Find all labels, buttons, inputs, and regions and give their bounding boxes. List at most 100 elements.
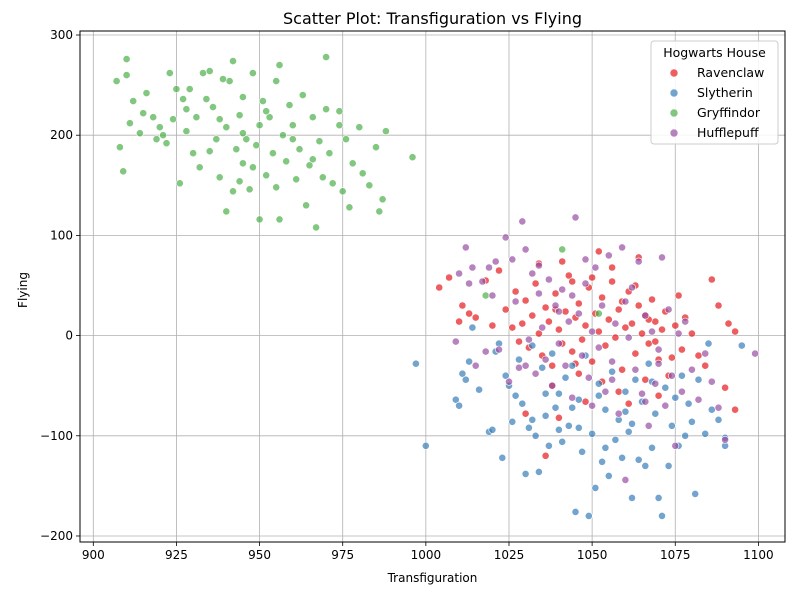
point-slytherin [701, 429, 710, 438]
point-hufflepuff [634, 257, 643, 266]
point-gryffindor [322, 105, 330, 114]
point-slytherin [691, 489, 700, 498]
point-hufflepuff [608, 375, 616, 384]
point-hufflepuff [601, 387, 610, 396]
legend-label: Gryffindor [697, 105, 761, 120]
point-gryffindor [258, 97, 267, 105]
point-slytherin [628, 493, 636, 502]
point-slytherin [508, 417, 517, 426]
point-gryffindor [242, 135, 251, 144]
legend: Hogwarts House Ravenclaw Slytherin Gryffin… [650, 40, 779, 145]
point-gryffindor [312, 223, 320, 232]
point-hufflepuff [638, 389, 646, 398]
point-slytherin [664, 461, 673, 470]
point-hufflepuff [568, 291, 577, 300]
point-hufflepuff [505, 377, 513, 386]
point-ravenclaw [535, 329, 543, 338]
point-hufflepuff [578, 351, 586, 360]
point-hufflepuff [598, 301, 606, 310]
point-hufflepuff [621, 475, 630, 484]
point-gryffindor [189, 149, 197, 158]
point-ravenclaw [651, 317, 660, 326]
point-slytherin [621, 387, 630, 396]
point-gryffindor [122, 55, 131, 63]
legend-marker [669, 128, 679, 138]
point-ravenclaw [731, 405, 739, 414]
chart-title: Scatter Plot: Transfiguration vs Flying [283, 9, 582, 28]
point-hufflepuff [658, 253, 666, 262]
point-ravenclaw [707, 275, 716, 284]
point-slytherin [671, 393, 680, 402]
point-gryffindor [219, 75, 227, 83]
point-gryffindor [129, 97, 138, 105]
point-gryffindor [302, 201, 310, 210]
point-gryffindor [215, 173, 224, 182]
point-ravenclaw [604, 315, 613, 324]
point-ravenclaw [628, 319, 636, 328]
point-slytherin [624, 427, 633, 436]
point-ravenclaw [531, 279, 540, 288]
point-slytherin [601, 405, 610, 414]
point-ravenclaw [678, 345, 686, 354]
point-gryffindor [195, 163, 204, 172]
point-slytherin [411, 359, 420, 368]
x-axis-label: Transfiguration [387, 571, 478, 585]
point-hufflepuff [471, 361, 480, 370]
point-hufflepuff [644, 421, 653, 430]
point-hufflepuff [668, 371, 676, 380]
legend-marker [669, 88, 679, 98]
point-gryffindor [112, 77, 121, 85]
y-tick-label: 100 [50, 228, 73, 242]
point-slytherin [465, 357, 473, 366]
point-hufflepuff [541, 355, 550, 364]
point-hufflepuff [581, 255, 590, 264]
point-gryffindor [229, 57, 237, 65]
point-gryffindor [272, 183, 281, 192]
point-gryffindor [594, 309, 603, 318]
point-ravenclaw [568, 277, 577, 286]
point-slytherin [684, 399, 693, 408]
point-ravenclaw [608, 263, 616, 272]
point-hufflepuff [678, 387, 686, 396]
point-gryffindor [182, 127, 191, 136]
point-hufflepuff [538, 323, 547, 332]
point-ravenclaw [501, 305, 510, 314]
point-hufflepuff [654, 345, 663, 354]
point-ravenclaw [471, 313, 480, 322]
point-gryffindor [215, 115, 224, 124]
point-gryffindor [119, 167, 128, 176]
point-slytherin [498, 453, 507, 462]
y-tick-label: 300 [50, 28, 73, 42]
point-hufflepuff [581, 279, 590, 288]
point-hufflepuff [511, 297, 520, 306]
point-hufflepuff [628, 283, 636, 292]
point-hufflepuff [455, 269, 463, 278]
legend-entry-gryffindor: Gryffindor [669, 105, 761, 120]
point-ravenclaw [578, 335, 586, 344]
point-gryffindor [255, 215, 264, 224]
point-ravenclaw [598, 293, 606, 302]
point-gryffindor [169, 115, 177, 124]
point-ravenclaw [611, 333, 620, 342]
legend-entry-slytherin: Slytherin [669, 85, 753, 100]
point-slytherin [551, 403, 560, 412]
point-hufflepuff [508, 255, 517, 264]
point-hufflepuff [721, 435, 729, 444]
point-ravenclaw [564, 271, 573, 280]
point-hufflepuff [751, 349, 759, 358]
point-hufflepuff [465, 279, 473, 288]
point-gryffindor [275, 61, 284, 69]
point-ravenclaw [515, 337, 523, 346]
point-gryffindor [125, 119, 134, 128]
point-slytherin [571, 507, 580, 516]
point-ravenclaw [608, 277, 616, 286]
point-ravenclaw [641, 375, 650, 384]
y-tick-label: −200 [40, 529, 73, 543]
point-ravenclaw [594, 247, 603, 256]
point-slytherin [714, 415, 723, 424]
point-gryffindor [152, 135, 161, 144]
point-slytherin [704, 339, 713, 348]
point-hufflepuff [714, 403, 723, 412]
point-slytherin [611, 435, 620, 444]
